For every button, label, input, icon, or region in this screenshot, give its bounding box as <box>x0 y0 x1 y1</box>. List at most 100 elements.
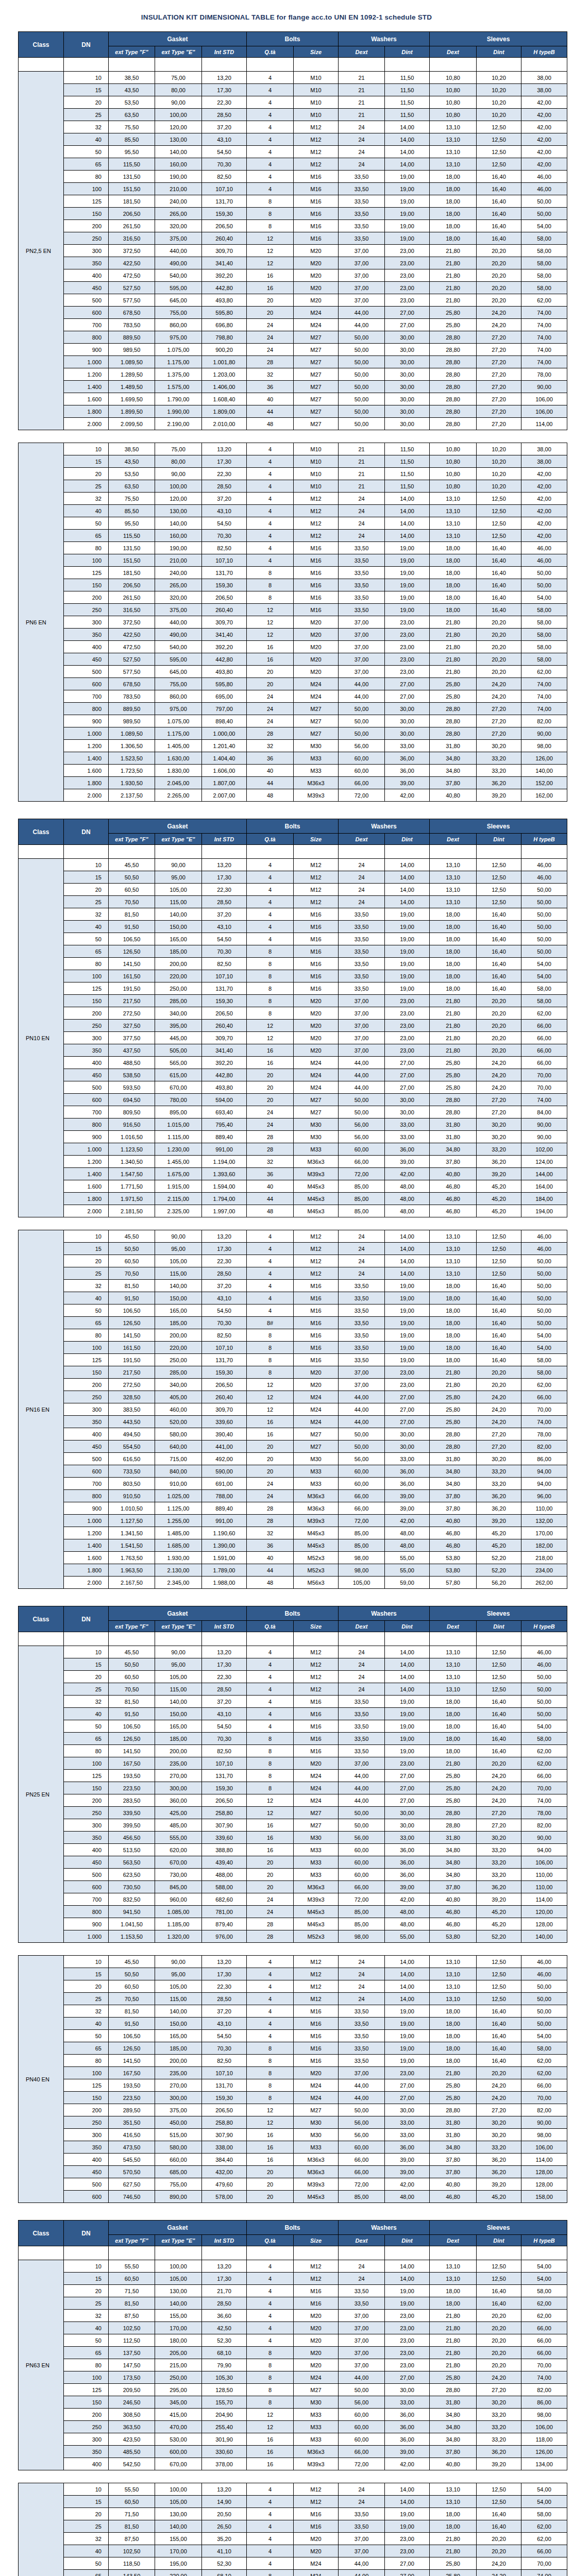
value-cell: 840,00 <box>155 1465 202 1478</box>
value-cell: 33,50 <box>339 2508 385 2520</box>
header-row-groups: Class DN Gasket Bolts Washers Sleeves <box>19 819 567 834</box>
col-header-ext-type-e: ext Type "E" <box>155 2235 202 2246</box>
dn-cell: 80 <box>64 958 109 970</box>
value-cell: 21,80 <box>430 616 477 629</box>
value-cell: 82,50 <box>202 171 247 183</box>
value-cell: 19,00 <box>385 1329 430 1342</box>
value-cell: 670,00 <box>155 1081 202 1094</box>
value-cell: 246,50 <box>109 2396 155 2409</box>
value-cell: 1.771,50 <box>109 1180 155 1193</box>
value-cell: 43,50 <box>109 84 155 96</box>
value-cell: 33,50 <box>339 1708 385 1720</box>
value-cell: 19,00 <box>385 1342 430 1354</box>
value-cell: 24 <box>247 1118 294 1131</box>
value-cell: 82,50 <box>202 542 247 554</box>
value-cell: 37,00 <box>339 2334 385 2347</box>
value-cell: 339,50 <box>109 1807 155 1819</box>
table-row: PN6 EN1038,5075,0013,204M102111,5010,801… <box>19 443 567 455</box>
value-cell: 12,50 <box>477 1267 521 1280</box>
value-cell: 12 <box>247 2409 294 2421</box>
dn-cell: 40 <box>64 133 109 146</box>
value-cell: 37,80 <box>430 1881 477 1893</box>
value-cell: 479,60 <box>202 2178 247 2191</box>
value-cell: 20,50 <box>202 2508 247 2520</box>
value-cell: 8 <box>247 2347 294 2359</box>
dn-cell: 800 <box>64 1490 109 1502</box>
dn-cell: 200 <box>64 220 109 232</box>
dn-cell: 600 <box>64 678 109 690</box>
value-cell: M27 <box>294 368 339 381</box>
value-cell: 105,00 <box>155 2273 202 2285</box>
value-cell: 12 <box>247 245 294 257</box>
table-row: 250316,50375,00260,4012M1633,5019,0018,0… <box>19 604 567 616</box>
col-group-sleeves: Sleeves <box>430 819 567 834</box>
value-cell: 24 <box>339 146 385 158</box>
value-cell: M39x3 <box>294 789 339 802</box>
value-cell: 12,50 <box>477 1230 521 1243</box>
value-cell: 25,80 <box>430 1069 477 1081</box>
table-row: 65126,50185,0070,308M1633,5019,0018,0016… <box>19 2042 567 2055</box>
dn-cell: 1.200 <box>64 1156 109 1168</box>
value-cell: 37,20 <box>202 121 247 133</box>
dn-cell: 1.400 <box>64 1539 109 1552</box>
value-cell: 30,00 <box>385 331 430 344</box>
col-header-h-typeb: H typeB <box>521 1621 567 1632</box>
value-cell: 24 <box>339 896 385 908</box>
dn-cell: 40 <box>64 2545 109 2557</box>
value-cell: 12,50 <box>477 1658 521 1671</box>
value-cell: 432,00 <box>202 2166 247 2178</box>
value-cell: 72,00 <box>339 1168 385 1180</box>
value-cell: 37,00 <box>339 995 385 1007</box>
value-cell: 1.963,50 <box>109 1564 155 1577</box>
value-cell: 33,50 <box>339 183 385 195</box>
dn-cell: 20 <box>64 2285 109 2297</box>
table-row: 4085,50130,0043,104M122414,0013,1012,504… <box>19 505 567 517</box>
value-cell: 493,80 <box>202 666 247 678</box>
dn-cell: 15 <box>64 2273 109 2285</box>
value-cell: 48,00 <box>385 1918 430 1930</box>
col-header-bolt-size: Size <box>294 46 339 58</box>
table-row: 2.0002.181,502.325,001.997,0048M45x385,0… <box>19 1205 567 1217</box>
value-cell: 194,00 <box>521 1205 567 1217</box>
value-cell: 14,00 <box>385 1968 430 1980</box>
value-cell: 27,00 <box>385 307 430 319</box>
value-cell: 595,00 <box>155 282 202 294</box>
value-cell: 66,00 <box>339 2446 385 2458</box>
value-cell: 27,20 <box>477 393 521 405</box>
table-row: 600733,50840,00590,0020M3360,0036,0034,8… <box>19 1465 567 1478</box>
value-cell: M16 <box>294 542 339 554</box>
value-cell: 28 <box>247 1143 294 1156</box>
table-row: 1.8001.930,502.045,001.807,0044M36x366,0… <box>19 777 567 789</box>
value-cell: 600,00 <box>155 2446 202 2458</box>
value-cell: 1.001,80 <box>202 356 247 368</box>
value-cell: 1.230,00 <box>155 1143 202 1156</box>
value-cell: 392,20 <box>202 1057 247 1069</box>
value-cell: M16 <box>294 579 339 591</box>
value-cell: 130,00 <box>155 2285 202 2297</box>
value-cell: 694,50 <box>109 1094 155 1106</box>
value-cell: 16 <box>247 1819 294 1832</box>
value-cell: 10,80 <box>430 72 477 84</box>
value-cell: 33,50 <box>339 195 385 208</box>
value-cell: 50,00 <box>339 368 385 381</box>
col-group-bolts: Bolts <box>247 2221 339 2235</box>
value-cell: 60,00 <box>339 1856 385 1869</box>
value-cell: 46,00 <box>521 859 567 871</box>
value-cell: 27,00 <box>385 678 430 690</box>
value-cell: M10 <box>294 109 339 121</box>
value-cell: 234,00 <box>521 1564 567 1577</box>
value-cell: 975,00 <box>155 331 202 344</box>
value-cell: 18,00 <box>430 591 477 604</box>
value-cell: 60,00 <box>339 1465 385 1478</box>
col-header-h-typeb: H typeB <box>521 46 567 58</box>
dn-cell: 1.600 <box>64 1180 109 1193</box>
value-cell: 58,00 <box>521 245 567 257</box>
value-cell: 1.575,00 <box>155 381 202 393</box>
value-cell: 105,00 <box>155 2496 202 2508</box>
value-cell: 4 <box>247 1696 294 1708</box>
value-cell: M16 <box>294 1329 339 1342</box>
value-cell: 140,00 <box>521 1930 567 1943</box>
value-cell: 72,00 <box>339 789 385 802</box>
value-cell: 594,00 <box>202 1094 247 1106</box>
dn-cell: 300 <box>64 616 109 629</box>
